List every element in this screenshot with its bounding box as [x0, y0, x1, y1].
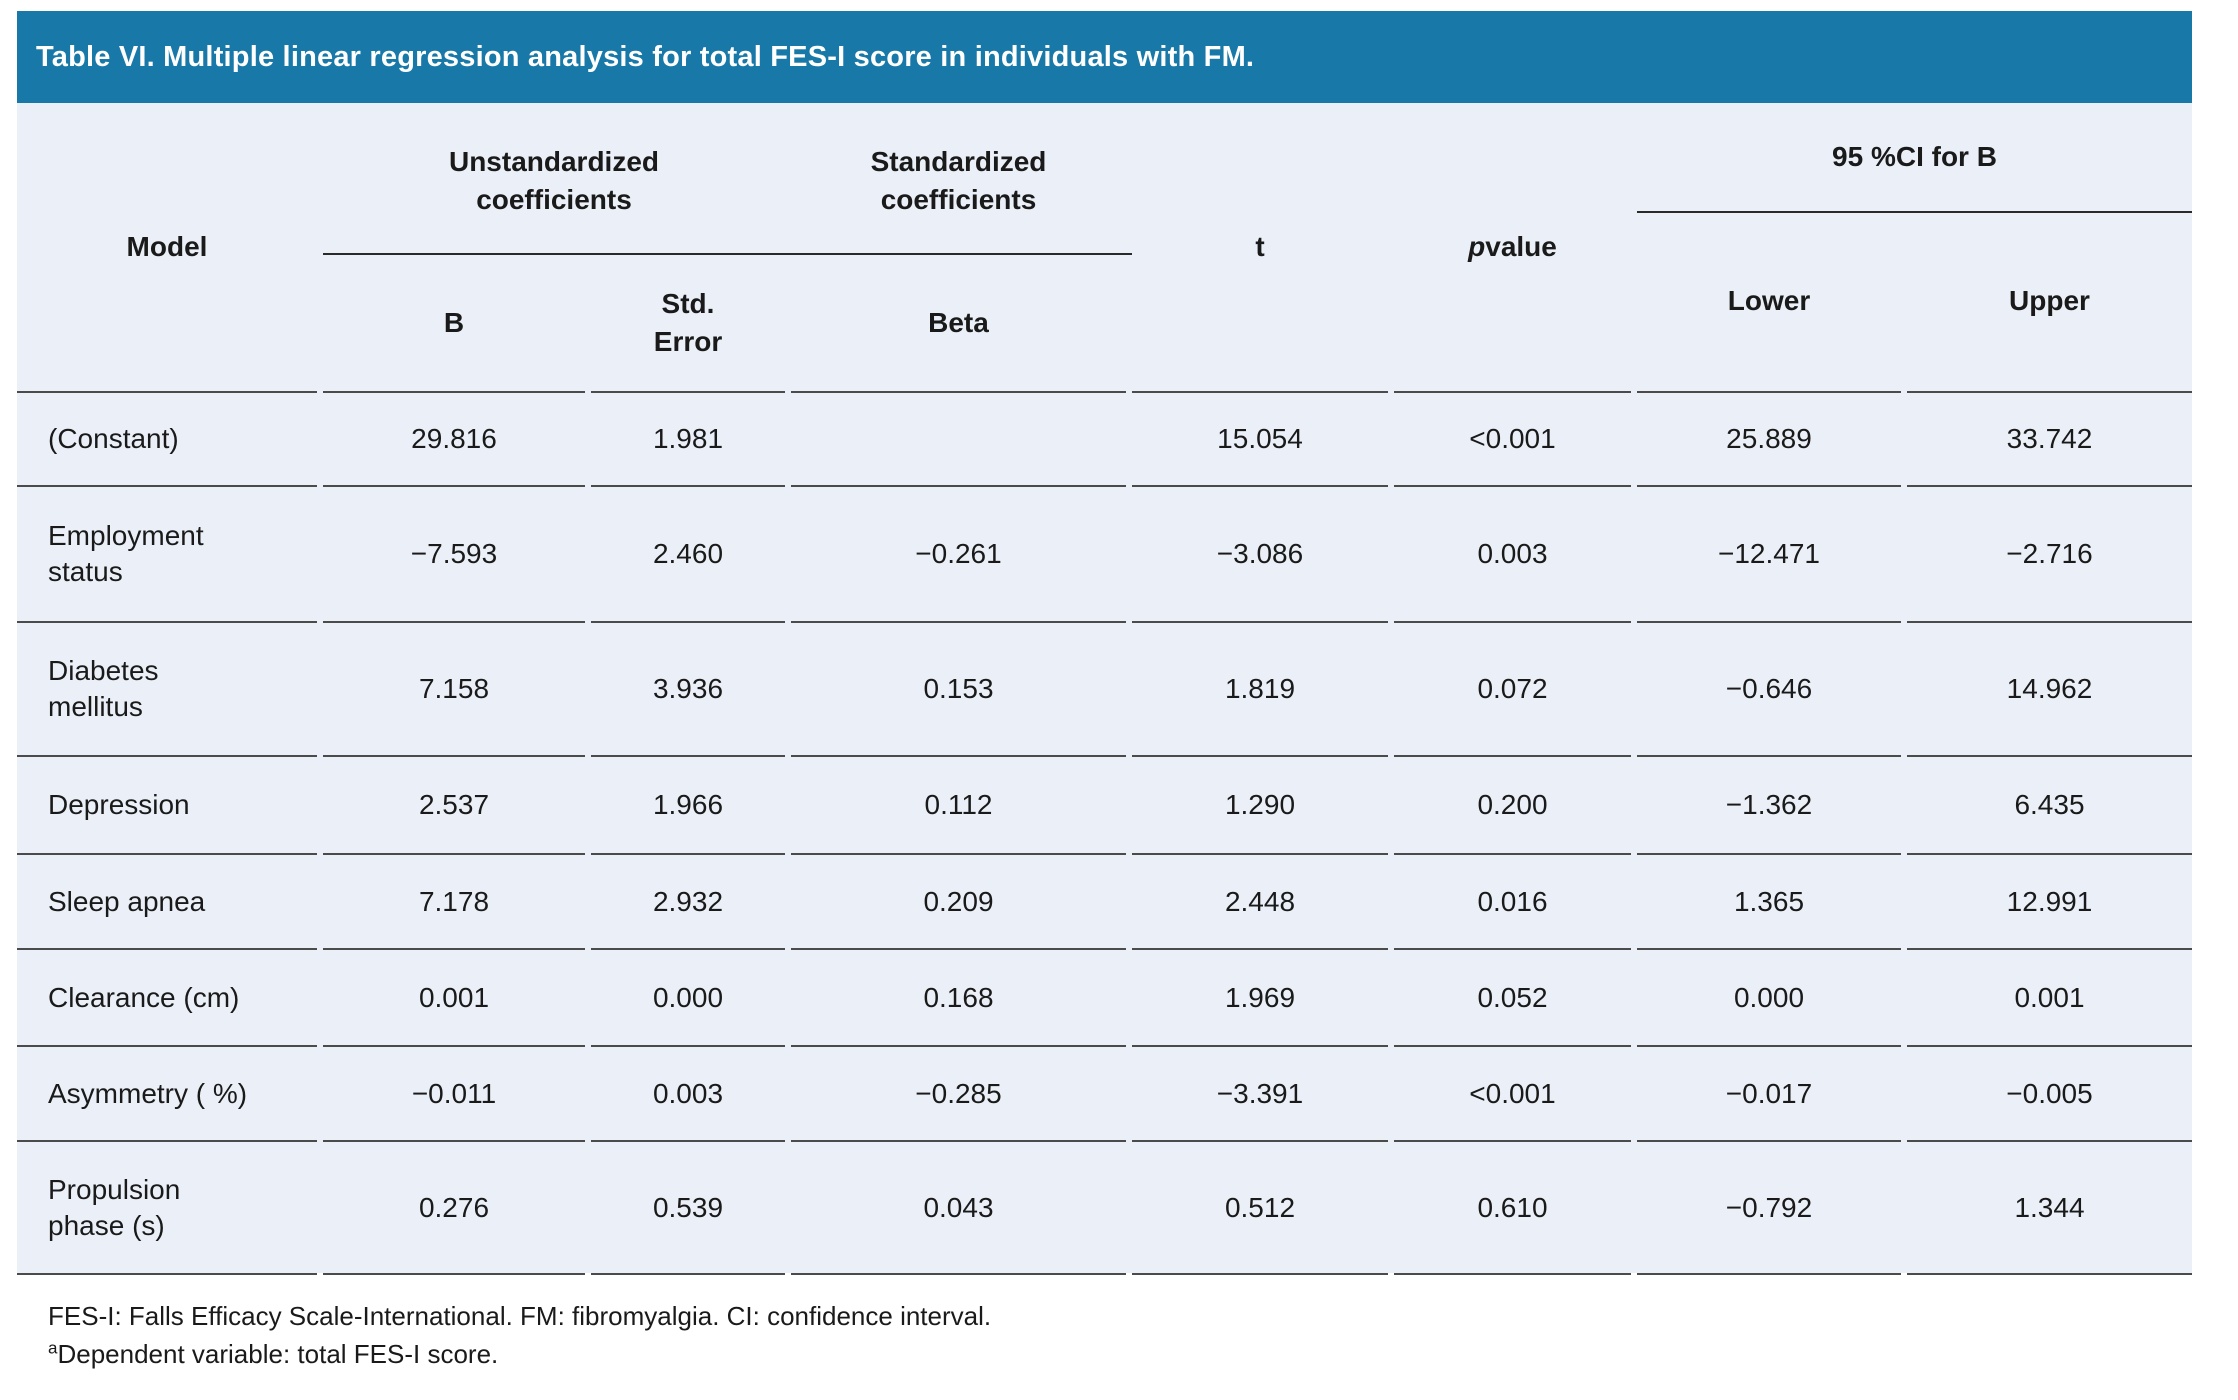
ci-group-divider: [1637, 211, 2192, 213]
cell-b: −7.593: [323, 485, 585, 621]
cell-std-error: 2.932: [591, 853, 785, 948]
cell-upper: 14.962: [1907, 621, 2192, 755]
column-header-lower: Lower: [1727, 285, 1811, 316]
table-body: (Constant) 29.816 1.981 15.054 <0.001 25…: [17, 391, 2192, 1275]
cell-upper: 6.435: [1907, 755, 2192, 853]
cell-t: 1.969: [1132, 948, 1388, 1045]
cell-lower: −0.017: [1637, 1045, 1901, 1140]
table-row-propulsion-phase: Propulsion phase (s) 0.276 0.539 0.043 0…: [17, 1140, 2192, 1273]
cell-lower: −0.646: [1637, 621, 1901, 755]
cell-lower: 1.365: [1637, 853, 1901, 948]
column-header-upper: Upper: [2009, 285, 2090, 316]
cell-lower: −12.471: [1637, 485, 1901, 621]
cell-std-error: 0.000: [591, 948, 785, 1045]
cell-lower: 0.000: [1637, 948, 1901, 1045]
column-header-t: t: [1255, 231, 1265, 262]
table-row-constant: (Constant) 29.816 1.981 15.054 <0.001 25…: [17, 391, 2192, 485]
cell-upper: −2.716: [1907, 485, 2192, 621]
cell-lower: 25.889: [1637, 391, 1901, 485]
row-label: Employment status: [17, 485, 317, 621]
cell-upper: −0.005: [1907, 1045, 2192, 1140]
cell-p: 0.610: [1394, 1140, 1631, 1273]
column-header-p-value: p value: [1394, 103, 1631, 391]
row-label: Asymmetry ( %): [17, 1045, 317, 1140]
cell-beta: 0.112: [791, 755, 1126, 853]
cell-std-error: 2.460: [591, 485, 785, 621]
footnote-abbreviations: FES-I: Falls Efficacy Scale-Internationa…: [48, 1301, 992, 1331]
column-header-model: Model: [126, 231, 208, 262]
table-row-depression: Depression 2.537 1.966 0.112 1.290 0.200…: [17, 755, 2192, 853]
cell-b: 29.816: [323, 391, 585, 485]
cell-std-error: 1.966: [591, 755, 785, 853]
cell-p: 0.200: [1394, 755, 1631, 853]
cell-beta: 0.153: [791, 621, 1126, 755]
table-row-clearance: Clearance (cm) 0.001 0.000 0.168 1.969 0…: [17, 948, 2192, 1045]
group-header-unstandardized-coefficients: Unstandardized coefficients: [448, 146, 660, 215]
cell-b: 2.537: [323, 755, 585, 853]
footnote-dependent-variable: aDependent variable: total FES-I score.: [48, 1335, 2148, 1373]
table-row-sleep-apnea: Sleep apnea 7.178 2.932 0.209 2.448 0.01…: [17, 853, 2192, 948]
cell-t: 15.054: [1132, 391, 1388, 485]
cell-beta: −0.285: [791, 1045, 1126, 1140]
cell-std-error: 3.936: [591, 621, 785, 755]
column-header-beta: Beta: [928, 307, 989, 338]
footnote-marker: a: [48, 1338, 58, 1358]
cell-beta: [791, 391, 1126, 485]
coefficients-group-divider: [323, 253, 1132, 255]
cell-b: 7.158: [323, 621, 585, 755]
table-header: Model Unstandardized coefficients Standa…: [17, 103, 2192, 391]
row-label: Diabetes mellitus: [17, 621, 317, 755]
column-header-std-error: Std. Error: [653, 288, 723, 357]
column-header-b: B: [443, 307, 465, 338]
group-header-standardized-coefficients: Standardized coefficients: [870, 146, 1047, 215]
row-label: Sleep apnea: [17, 853, 317, 948]
p-value-italic-p: p: [1468, 231, 1486, 262]
cell-p: 0.052: [1394, 948, 1631, 1045]
cell-beta: 0.043: [791, 1140, 1126, 1273]
cell-t: −3.086: [1132, 485, 1388, 621]
cell-lower: −1.362: [1637, 755, 1901, 853]
cell-lower: −0.792: [1637, 1140, 1901, 1273]
regression-table: Table VI. Multiple linear regression ana…: [17, 11, 2192, 1275]
table-row-employment-status: Employment status −7.593 2.460 −0.261 −3…: [17, 485, 2192, 621]
footnote-dependent-text: Dependent variable: total FES-I score.: [57, 1339, 499, 1369]
table-footnotes: FES-I: Falls Efficacy Scale-Internationa…: [48, 1297, 2148, 1373]
cell-std-error: 1.981: [591, 391, 785, 485]
cell-t: 1.819: [1132, 621, 1388, 755]
cell-p: 0.003: [1394, 485, 1631, 621]
cell-beta: 0.209: [791, 853, 1126, 948]
p-value-rest: value: [1485, 231, 1557, 262]
cell-p: <0.001: [1394, 391, 1631, 485]
cell-p: 0.016: [1394, 853, 1631, 948]
cell-upper: 33.742: [1907, 391, 2192, 485]
cell-upper: 12.991: [1907, 853, 2192, 948]
cell-b: 0.276: [323, 1140, 585, 1273]
row-label: Clearance (cm): [17, 948, 317, 1045]
cell-t: 1.290: [1132, 755, 1388, 853]
cell-std-error: 0.539: [591, 1140, 785, 1273]
cell-b: 7.178: [323, 853, 585, 948]
cell-upper: 0.001: [1907, 948, 2192, 1045]
cell-b: −0.011: [323, 1045, 585, 1140]
cell-b: 0.001: [323, 948, 585, 1045]
row-label: (Constant): [17, 391, 317, 485]
table-title: Table VI. Multiple linear regression ana…: [36, 40, 1255, 73]
cell-t: 0.512: [1132, 1140, 1388, 1273]
group-header-95-ci-for-b: 95 %CI for B: [1832, 141, 1997, 172]
row-label: Propulsion phase (s): [17, 1140, 317, 1273]
cell-upper: 1.344: [1907, 1140, 2192, 1273]
cell-t: −3.391: [1132, 1045, 1388, 1140]
cell-std-error: 0.003: [591, 1045, 785, 1140]
row-label: Depression: [17, 755, 317, 853]
cell-beta: −0.261: [791, 485, 1126, 621]
cell-beta: 0.168: [791, 948, 1126, 1045]
cell-p: <0.001: [1394, 1045, 1631, 1140]
cell-p: 0.072: [1394, 621, 1631, 755]
table-title-bar: Table VI. Multiple linear regression ana…: [17, 11, 2192, 103]
table-row-diabetes-mellitus: Diabetes mellitus 7.158 3.936 0.153 1.81…: [17, 621, 2192, 755]
cell-t: 2.448: [1132, 853, 1388, 948]
table-row-asymmetry: Asymmetry ( %) −0.011 0.003 −0.285 −3.39…: [17, 1045, 2192, 1140]
